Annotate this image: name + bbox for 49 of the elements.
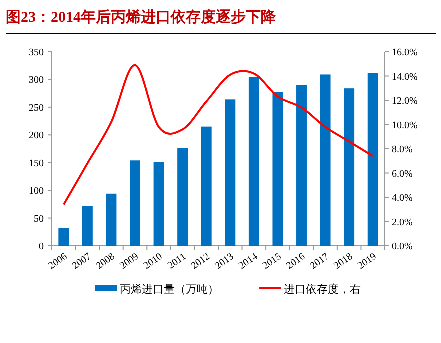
y-tick-label: 250 xyxy=(29,102,44,114)
x-tick-label: 2016 xyxy=(284,251,308,272)
bar xyxy=(154,162,164,246)
y2-tick-label: 10.0% xyxy=(392,120,418,132)
y-tick-label: 0 xyxy=(39,242,44,252)
bar xyxy=(201,126,212,246)
legend-label: 丙烯进口量（万吨） xyxy=(120,283,219,296)
bar xyxy=(225,100,236,246)
x-tick-label: 2018 xyxy=(332,251,356,272)
y2-tick-label: 8.0% xyxy=(392,144,413,156)
y2-tick-label: 16.0% xyxy=(392,48,418,58)
y-tick-label: 100 xyxy=(29,186,44,198)
x-tick-label: 2019 xyxy=(356,251,379,272)
x-tick-label: 2008 xyxy=(94,251,118,272)
x-tick-label: 2010 xyxy=(142,251,165,272)
bar xyxy=(368,73,378,246)
bar xyxy=(82,206,93,246)
bar xyxy=(106,194,117,246)
x-tick-label: 2012 xyxy=(190,251,212,272)
x-tick-label: 2015 xyxy=(260,251,284,272)
bar xyxy=(248,77,260,246)
x-tick-label: 2009 xyxy=(118,251,141,272)
bar xyxy=(130,160,140,246)
bar xyxy=(272,92,284,246)
x-tick-label: 2007 xyxy=(70,251,94,272)
y2-tick-label: 2.0% xyxy=(392,217,413,228)
bar xyxy=(178,148,188,246)
line-series xyxy=(62,64,374,206)
bar xyxy=(58,228,70,246)
y2-tick-label: 0.0% xyxy=(392,242,413,252)
x-tick-label: 2017 xyxy=(308,251,332,272)
x-tick-label: 2013 xyxy=(213,251,236,272)
y2-tick-label: 4.0% xyxy=(392,193,413,204)
legend-label: 进口依存度，右 xyxy=(284,283,361,296)
bar xyxy=(344,88,355,246)
y2-tick-label: 6.0% xyxy=(392,168,413,180)
x-tick-label: 2011 xyxy=(166,251,189,272)
y-tick-label: 300 xyxy=(29,75,44,86)
bar xyxy=(320,74,331,246)
chart-title: 图23：2014年后丙烯进口依存度逐步下降 xyxy=(6,8,277,26)
x-tick-label: 2006 xyxy=(46,251,70,272)
y-tick-label: 50 xyxy=(34,214,44,225)
y-tick-label: 200 xyxy=(29,130,44,142)
y2-tick-label: 14.0% xyxy=(392,72,418,83)
y-tick-label: 150 xyxy=(29,158,44,170)
bar xyxy=(296,85,307,246)
x-tick-label: 2014 xyxy=(237,251,260,272)
y2-tick-label: 12.0% xyxy=(392,96,418,107)
y-tick-label: 350 xyxy=(29,48,44,58)
